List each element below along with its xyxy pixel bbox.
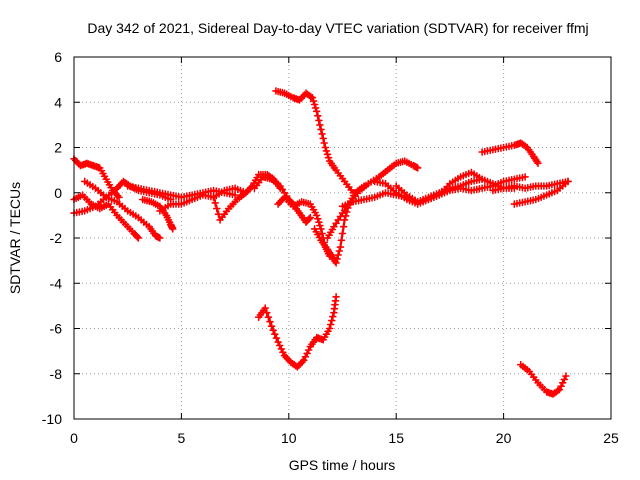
series-arc-11 (272, 87, 357, 197)
y-tick-label: 0 (54, 185, 62, 201)
x-tick-label: 5 (178, 430, 186, 446)
x-axis-title: GPS time / hours (289, 457, 396, 473)
series-arc-13 (323, 157, 422, 242)
y-tick-label: -4 (50, 275, 63, 291)
y-axis-title: SDTVAR / TECUs (7, 182, 23, 294)
series-arc-21 (517, 360, 570, 398)
x-tick-label: 10 (281, 430, 297, 446)
y-tick-label: 2 (54, 140, 62, 156)
series-arc-7 (156, 184, 250, 215)
series-arc-20 (254, 293, 340, 371)
series-arc-18 (510, 177, 572, 208)
series-points (156, 184, 250, 215)
x-tick-label: 0 (70, 430, 78, 446)
series-points (517, 360, 570, 398)
y-tick-label: 4 (54, 94, 62, 110)
y-tick-label: -10 (42, 411, 62, 427)
series-layer (70, 87, 572, 398)
chart-title: Day 342 of 2021, Sidereal Day-to-day VTE… (87, 20, 588, 36)
x-tick-label: 15 (388, 430, 404, 446)
series-points (80, 177, 164, 242)
y-tick-label: -2 (50, 230, 63, 246)
series-arc-19 (489, 177, 572, 195)
x-tick-label: 25 (603, 430, 619, 446)
x-tick-label: 20 (496, 430, 512, 446)
y-tick-label: -6 (50, 321, 63, 337)
series-points (254, 293, 340, 371)
series-points (489, 177, 572, 195)
series-points (272, 87, 357, 197)
y-tick-label: -8 (50, 366, 63, 382)
tick-layer: 0 5 10 15 20 25 -10 -8 -6 -4 -2 0 2 4 6 (42, 49, 619, 446)
series-arc-4 (80, 177, 164, 242)
series-points (392, 173, 529, 206)
y-tick-label: 6 (54, 49, 62, 65)
series-points (478, 139, 542, 168)
series-arc-17 (478, 139, 542, 168)
series-arc-16 (392, 173, 529, 206)
series-points (323, 157, 422, 242)
